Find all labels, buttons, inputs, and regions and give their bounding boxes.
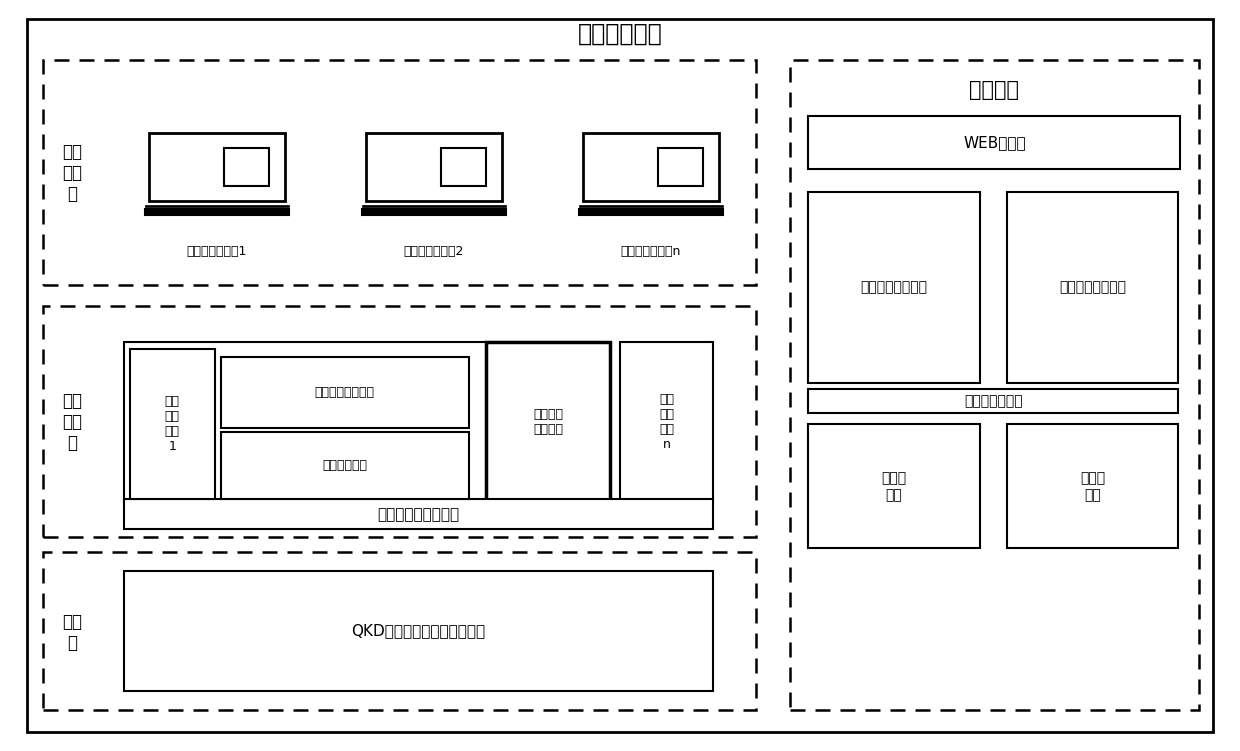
Bar — [1007, 424, 1178, 548]
Text: 密钥
管理
终端
n: 密钥 管理 终端 n — [658, 394, 675, 451]
Bar — [579, 209, 723, 216]
Text: 辅助系统: 辅助系统 — [970, 80, 1019, 100]
Bar — [223, 149, 269, 185]
Text: 量子通信系统: 量子通信系统 — [578, 22, 662, 46]
Text: 密钥应用层设备1: 密钥应用层设备1 — [187, 245, 247, 258]
Text: 量子
层: 量子 层 — [62, 613, 82, 652]
Text: 量子网络管理系统: 量子网络管理系统 — [1059, 281, 1126, 294]
Text: 网管数
据库: 网管数 据库 — [1080, 472, 1105, 502]
Bar — [441, 149, 486, 185]
Bar — [620, 342, 713, 503]
Bar — [130, 349, 215, 499]
Text: 量子密钥管理服务器: 量子密钥管理服务器 — [377, 507, 460, 522]
Bar — [124, 499, 713, 529]
Bar — [149, 133, 285, 201]
Bar — [145, 204, 289, 207]
Bar — [124, 571, 713, 691]
Bar — [43, 552, 756, 710]
Text: 密钥存储软件: 密钥存储软件 — [322, 459, 367, 472]
Bar — [808, 116, 1180, 169]
Bar — [579, 204, 723, 207]
Bar — [362, 204, 506, 207]
Bar — [221, 357, 469, 428]
Text: 密钥
应用
层: 密钥 应用 层 — [62, 143, 82, 203]
Bar — [808, 389, 1178, 413]
Bar — [366, 133, 502, 201]
Text: 数据库访问接口: 数据库访问接口 — [963, 394, 1023, 408]
Bar — [790, 60, 1199, 710]
Text: QKD设备：量子密钥分发设备: QKD设备：量子密钥分发设备 — [351, 623, 486, 638]
Bar — [43, 60, 756, 285]
Bar — [658, 149, 703, 185]
Text: 密钥应用层设备2: 密钥应用层设备2 — [404, 245, 464, 258]
Text: 量子业务支撑系统: 量子业务支撑系统 — [861, 281, 928, 294]
Text: WEB展示层: WEB展示层 — [963, 135, 1025, 150]
Bar — [808, 424, 980, 548]
Text: 业务数
据库: 业务数 据库 — [882, 472, 906, 502]
Text: 密钥应用层设备n: 密钥应用层设备n — [621, 245, 681, 258]
Text: 密钥输出控制软件: 密钥输出控制软件 — [315, 386, 374, 399]
Text: 密钥
管理
终端
1: 密钥 管理 终端 1 — [165, 395, 180, 454]
Bar — [124, 342, 601, 503]
Bar — [583, 133, 719, 201]
Bar — [43, 306, 756, 537]
Text: 计费清单
代理软件: 计费清单 代理软件 — [533, 409, 563, 436]
Text: 密钥
管理
层: 密钥 管理 层 — [62, 392, 82, 452]
Bar — [362, 209, 506, 216]
Bar — [221, 432, 469, 499]
Bar — [486, 342, 610, 503]
Bar — [808, 192, 980, 383]
Bar — [1007, 192, 1178, 383]
Bar — [145, 209, 289, 216]
